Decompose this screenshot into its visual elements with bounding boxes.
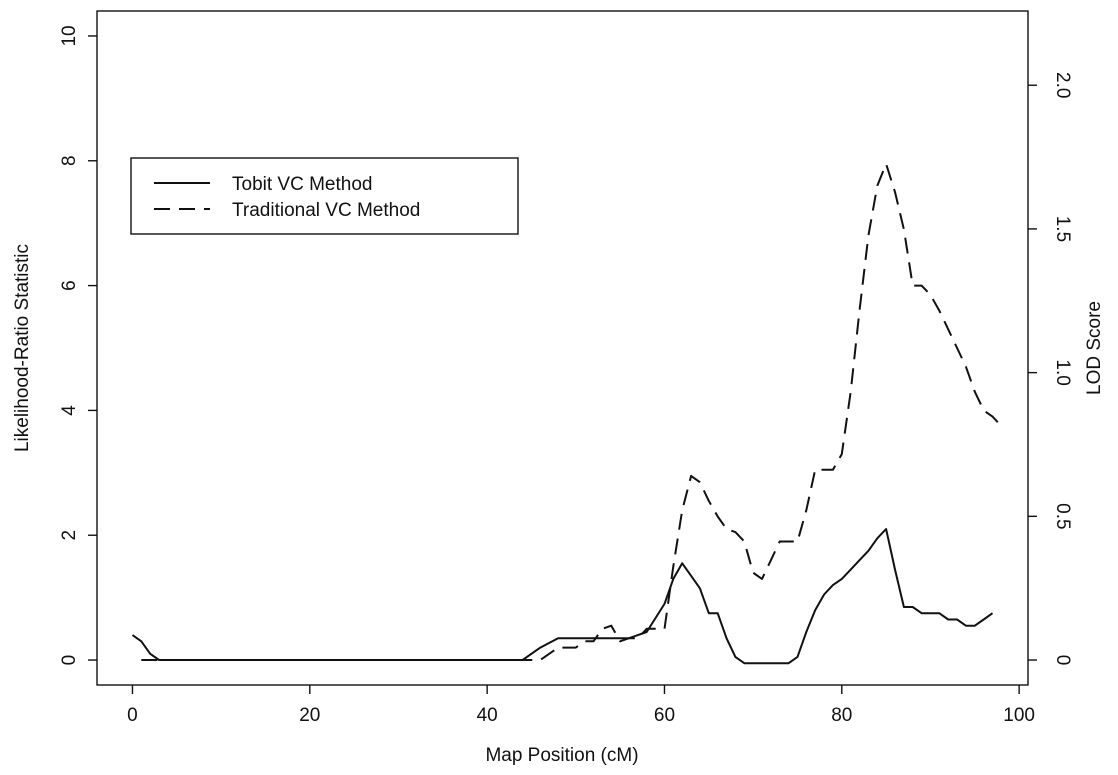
legend-box <box>130 157 519 235</box>
x-tick-label: 40 <box>477 705 498 726</box>
plot-frame <box>96 10 1029 686</box>
legend-label-tobit: Tobit VC Method <box>232 174 372 195</box>
x-tick-label: 100 <box>1003 705 1035 726</box>
x-tick-label: 0 <box>127 705 138 726</box>
y-tick-label: 4 <box>59 405 80 416</box>
y-axis-title: Likelihood-Ratio Statistic <box>12 244 33 452</box>
y2-tick-label: 1.5 <box>1052 216 1073 242</box>
x-tick-label: 20 <box>299 705 320 726</box>
y-tick-label: 8 <box>59 155 80 166</box>
y2-tick-label: 0 <box>1052 655 1073 666</box>
x-tick-label: 60 <box>654 705 675 726</box>
y-tick-label: 2 <box>59 530 80 541</box>
y2-tick-label: 0.5 <box>1052 503 1073 529</box>
y2-tick-label: 1.0 <box>1052 359 1073 385</box>
series-line-tobit <box>131 528 994 665</box>
y2-axis-title: LOD Score <box>1084 301 1105 395</box>
y-tick-label: 10 <box>59 25 80 46</box>
series-line-traditional <box>141 162 1003 661</box>
series-layer <box>131 162 1003 665</box>
y-tick-label: 6 <box>59 280 80 291</box>
y-tick-label: 0 <box>59 655 80 666</box>
y-axis-ticks: 0 2 4 6 8 10 <box>59 25 97 665</box>
legend: Tobit VC Method Traditional VC Method <box>130 157 519 235</box>
legend-label-traditional: Traditional VC Method <box>232 200 420 221</box>
y2-axis-ticks: 0 0.5 1.0 1.5 2.0 <box>1028 72 1073 665</box>
x-tick-label: 80 <box>831 705 852 726</box>
y2-tick-label: 2.0 <box>1052 72 1073 98</box>
x-axis-title: Map Position (cM) <box>485 745 638 766</box>
x-axis-ticks: 0 20 40 60 80 100 <box>127 685 1035 726</box>
